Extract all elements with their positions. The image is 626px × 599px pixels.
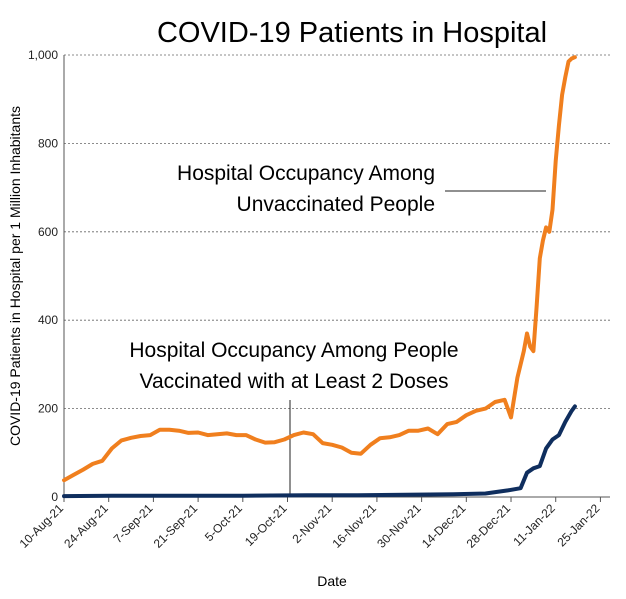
- x-tick-label: 2-Nov-21: [290, 501, 335, 546]
- x-tick-label: 19-Oct-21: [242, 501, 290, 549]
- x-tick-label: 30-Nov-21: [374, 501, 424, 551]
- y-tick-label: 1,000: [28, 48, 58, 62]
- x-tick-label: 25-Jan-22: [554, 501, 602, 549]
- y-tick-label: 200: [38, 402, 58, 416]
- y-tick-label: 800: [38, 136, 58, 150]
- x-tick-label: 24-Aug-21: [61, 501, 111, 551]
- x-tick-label: 10-Aug-21: [17, 501, 67, 551]
- series-layer: [62, 55, 577, 499]
- x-axis-title: Date: [317, 573, 347, 589]
- vaccinated-annotation-line-2: Vaccinated with at Least 2 Doses: [140, 370, 449, 393]
- vaccinated-annotation-line-1: Hospital Occupancy Among People: [129, 339, 458, 362]
- y-axis-title: COVID-19 Patients in Hospital per 1 Mill…: [7, 106, 23, 446]
- y-tick-labels: 0 200 400 600 800 1,000: [28, 48, 58, 504]
- unvaccinated-annotation-line-2: Unvaccinated People: [237, 193, 435, 216]
- x-tick-label: 28-Dec-21: [464, 501, 514, 551]
- unvaccinated-series-line: [62, 55, 577, 483]
- y-tick-label: 600: [38, 225, 58, 239]
- x-tick-label: 16-Nov-21: [330, 501, 380, 551]
- unvaccinated-annotation-line-1: Hospital Occupancy Among: [177, 162, 435, 185]
- grid-lines: [64, 54, 610, 410]
- x-tick-label: 11-Jan-22: [510, 501, 558, 549]
- y-tick-label: 0: [51, 490, 58, 504]
- vaccinated-series-line: [62, 404, 577, 499]
- x-tick-label: 21-Sep-21: [151, 501, 201, 551]
- y-tick-label: 400: [38, 313, 58, 327]
- x-tick-label: 5-Oct-21: [202, 501, 245, 544]
- x-tick-label: 14-Dec-21: [419, 501, 469, 551]
- x-tick-label: 7-Sep-21: [111, 501, 156, 546]
- chart-title: COVID-19 Patients in Hospital: [157, 17, 547, 49]
